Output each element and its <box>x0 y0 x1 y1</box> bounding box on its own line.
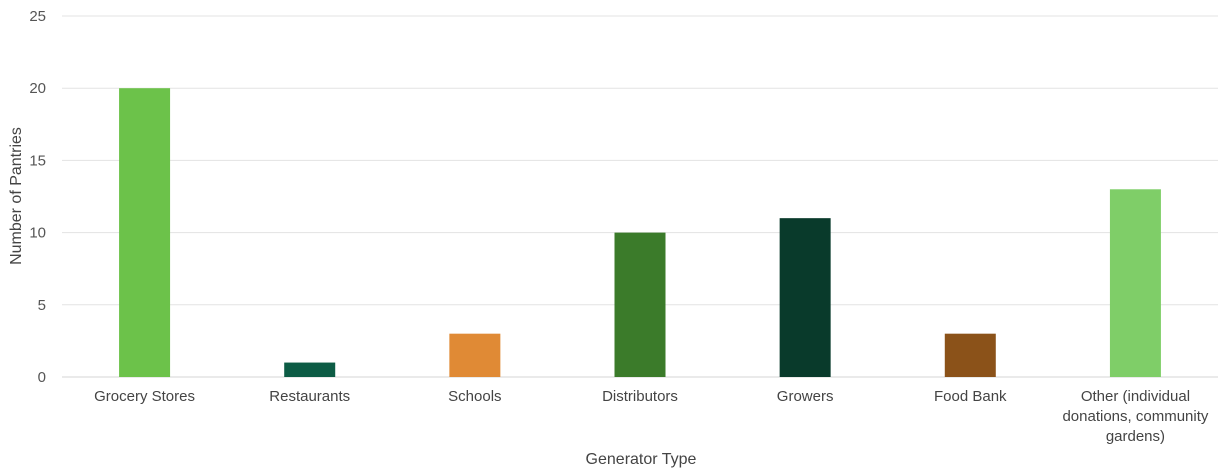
x-axis-title: Generator Type <box>586 451 697 468</box>
x-axis-categories: Grocery Stores Restaurants Schools Distribu… <box>94 388 1209 445</box>
x-category-label: Distributors <box>602 388 678 405</box>
x-category-label-line: Schools <box>448 388 501 405</box>
y-tick-label: 20 <box>29 80 46 97</box>
y-tick-label: 0 <box>38 369 46 386</box>
y-tick-label: 5 <box>38 297 46 314</box>
bar <box>614 232 666 377</box>
x-category-label: Schools <box>448 388 501 405</box>
bar <box>779 218 831 377</box>
x-category-label-line: donations, community <box>1062 408 1208 425</box>
x-category-label-line: Growers <box>777 388 834 405</box>
x-category-label-line: Distributors <box>602 388 678 405</box>
bar <box>119 88 171 377</box>
x-category-label-line: Other (individual <box>1081 388 1190 405</box>
x-category-label-line: Restaurants <box>269 388 350 405</box>
x-category-label: Food Bank <box>934 388 1007 405</box>
bars <box>119 88 1161 377</box>
y-axis-ticks: 0 5 10 15 20 25 <box>29 8 46 386</box>
x-category-label: Restaurants <box>269 388 350 405</box>
bar <box>449 333 501 377</box>
x-category-label: Other (individual donations, community gar… <box>1062 388 1208 445</box>
y-tick-label: 10 <box>29 225 46 242</box>
bar <box>1109 189 1161 377</box>
x-category-label-line: Food Bank <box>934 388 1007 405</box>
y-axis-title: Number of Pantries <box>8 127 25 265</box>
x-category-label-line: gardens) <box>1106 428 1165 445</box>
bar <box>944 333 996 377</box>
y-tick-label: 15 <box>29 152 46 169</box>
x-category-label: Growers <box>777 388 834 405</box>
bar <box>284 362 336 377</box>
x-category-label-line: Grocery Stores <box>94 388 195 405</box>
x-category-label: Grocery Stores <box>94 388 195 405</box>
y-tick-label: 25 <box>29 8 46 25</box>
